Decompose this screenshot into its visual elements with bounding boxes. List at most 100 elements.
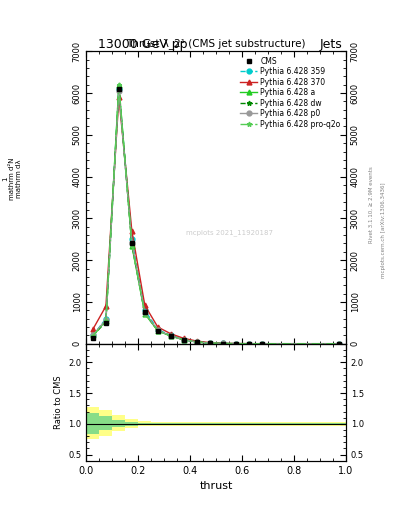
CMS xyxy=(129,241,134,247)
Pythia 6.428 dw xyxy=(220,340,225,347)
Line: Pythia 6.428 359: Pythia 6.428 359 xyxy=(90,87,342,346)
Pythia 6.428 359 xyxy=(116,86,121,92)
Pythia 6.428 a xyxy=(233,340,238,347)
Pythia 6.428 pro-q2o xyxy=(116,82,121,89)
Pythia 6.428 370 xyxy=(220,340,225,346)
Line: Pythia 6.428 a: Pythia 6.428 a xyxy=(90,82,342,346)
Pythia 6.428 370 xyxy=(156,324,160,330)
Legend: CMS, Pythia 6.428 359, Pythia 6.428 370, Pythia 6.428 a, Pythia 6.428 dw, Pythia: CMS, Pythia 6.428 359, Pythia 6.428 370,… xyxy=(239,55,342,130)
Pythia 6.428 a xyxy=(129,243,134,249)
Pythia 6.428 p0 xyxy=(129,240,134,246)
Pythia 6.428 dw xyxy=(142,310,147,316)
Title: Thrust λ_2¹ (CMS jet substructure): Thrust λ_2¹ (CMS jet substructure) xyxy=(127,38,306,49)
Pythia 6.428 370 xyxy=(129,228,134,234)
Bar xyxy=(138,421,151,426)
Pythia 6.428 dw xyxy=(104,318,108,325)
Pythia 6.428 p0 xyxy=(156,327,160,333)
Pythia 6.428 p0 xyxy=(104,317,108,323)
Pythia 6.428 370 xyxy=(195,338,199,344)
Pythia 6.428 359 xyxy=(195,339,199,345)
Pythia 6.428 359 xyxy=(220,340,225,347)
Line: Pythia 6.428 370: Pythia 6.428 370 xyxy=(90,95,342,346)
Pythia 6.428 a xyxy=(182,337,186,343)
Pythia 6.428 a xyxy=(169,333,173,339)
Pythia 6.428 dw xyxy=(90,333,95,339)
Pythia 6.428 a xyxy=(116,81,121,88)
Pythia 6.428 370 xyxy=(208,339,212,346)
Bar xyxy=(164,423,346,424)
Line: Pythia 6.428 pro-q2o: Pythia 6.428 pro-q2o xyxy=(90,83,342,346)
CMS xyxy=(220,340,225,347)
Pythia 6.428 359 xyxy=(233,340,238,347)
Pythia 6.428 a xyxy=(142,311,147,317)
Pythia 6.428 p0 xyxy=(142,310,147,316)
Pythia 6.428 359 xyxy=(182,336,186,343)
Bar xyxy=(99,416,112,430)
Pythia 6.428 359 xyxy=(142,307,147,313)
Pythia 6.428 dw xyxy=(246,340,251,347)
Pythia 6.428 370 xyxy=(116,94,121,100)
Pythia 6.428 dw xyxy=(195,339,199,345)
CMS xyxy=(156,328,160,334)
Pythia 6.428 359 xyxy=(90,332,95,338)
CMS xyxy=(195,339,199,345)
Pythia 6.428 370 xyxy=(142,302,147,308)
CMS xyxy=(246,340,251,347)
Bar xyxy=(112,415,125,431)
Pythia 6.428 dw xyxy=(129,241,134,247)
CMS xyxy=(116,86,121,92)
CMS xyxy=(259,340,264,347)
Bar xyxy=(112,420,125,427)
Bar xyxy=(151,423,164,424)
Bar xyxy=(86,413,99,434)
Pythia 6.428 a xyxy=(220,340,225,347)
Pythia 6.428 a xyxy=(259,340,264,347)
Pythia 6.428 359 xyxy=(337,340,342,347)
CMS xyxy=(142,309,147,315)
Pythia 6.428 pro-q2o xyxy=(233,340,238,347)
Line: CMS: CMS xyxy=(90,87,342,346)
Pythia 6.428 370 xyxy=(233,340,238,347)
Pythia 6.428 dw xyxy=(182,337,186,343)
Pythia 6.428 pro-q2o xyxy=(104,318,108,324)
Bar xyxy=(151,422,164,425)
CMS xyxy=(233,340,238,347)
Pythia 6.428 359 xyxy=(246,340,251,347)
Pythia 6.428 370 xyxy=(246,340,251,347)
Pythia 6.428 pro-q2o xyxy=(259,340,264,347)
Pythia 6.428 pro-q2o xyxy=(337,340,342,347)
Text: Jets: Jets xyxy=(319,38,342,51)
Pythia 6.428 pro-q2o xyxy=(90,333,95,339)
Pythia 6.428 359 xyxy=(156,327,160,333)
Pythia 6.428 pro-q2o xyxy=(246,340,251,347)
Bar xyxy=(86,407,99,439)
Pythia 6.428 dw xyxy=(169,333,173,339)
CMS xyxy=(337,340,342,347)
Pythia 6.428 a xyxy=(246,340,251,347)
Pythia 6.428 a xyxy=(104,318,108,324)
Pythia 6.428 pro-q2o xyxy=(129,242,134,248)
Pythia 6.428 p0 xyxy=(259,340,264,347)
Text: Rivet 3.1.10, ≥ 2.9M events: Rivet 3.1.10, ≥ 2.9M events xyxy=(369,166,374,243)
Pythia 6.428 pro-q2o xyxy=(142,310,147,316)
Pythia 6.428 p0 xyxy=(220,340,225,347)
Pythia 6.428 a xyxy=(195,339,199,345)
Pythia 6.428 a xyxy=(337,340,342,347)
Pythia 6.428 p0 xyxy=(246,340,251,347)
Pythia 6.428 dw xyxy=(156,328,160,334)
Pythia 6.428 dw xyxy=(233,340,238,347)
Pythia 6.428 dw xyxy=(259,340,264,347)
CMS xyxy=(208,340,212,346)
Pythia 6.428 p0 xyxy=(337,340,342,347)
Bar xyxy=(125,422,138,425)
Bar xyxy=(99,410,112,436)
Pythia 6.428 359 xyxy=(104,315,108,322)
Pythia 6.428 359 xyxy=(259,340,264,347)
Text: mcplots 2021_11920187: mcplots 2021_11920187 xyxy=(185,229,273,236)
Bar xyxy=(164,422,346,425)
Pythia 6.428 dw xyxy=(337,340,342,347)
Line: Pythia 6.428 p0: Pythia 6.428 p0 xyxy=(90,89,342,346)
Text: 1
mathrm d²N
mathrm dλ: 1 mathrm d²N mathrm dλ xyxy=(2,158,22,201)
Bar xyxy=(138,422,151,425)
Pythia 6.428 370 xyxy=(182,335,186,342)
